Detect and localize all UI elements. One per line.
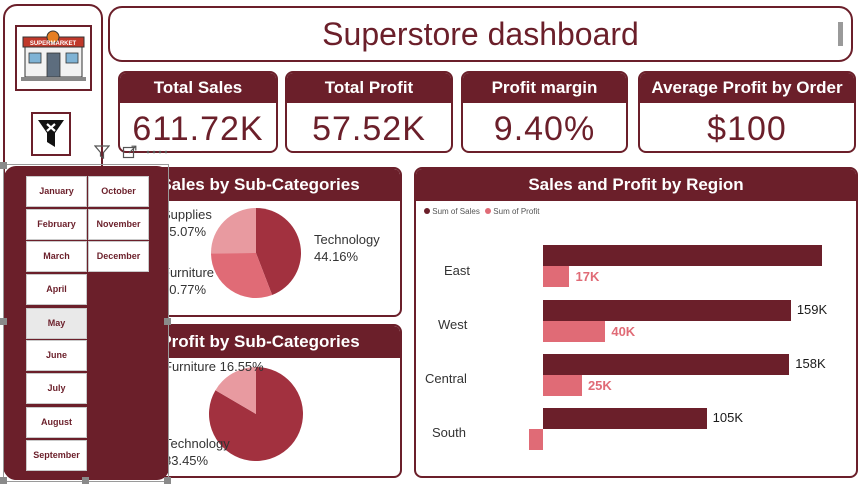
- resize-handle[interactable]: [0, 162, 7, 169]
- resize-handle[interactable]: [164, 318, 171, 325]
- legend-sales-label: Sum of Sales: [432, 207, 480, 216]
- chart-legend: Sum of Sales Sum of Profit: [424, 207, 540, 216]
- pie-label-supplies-pct: 25.07%: [162, 224, 207, 239]
- pie-label-technology-pct: 83.45%: [164, 453, 209, 468]
- bar-sales-east[interactable]: [543, 245, 822, 266]
- bar-sales-label: 105K: [712, 410, 744, 425]
- kpi-label: Total Sales: [120, 73, 276, 103]
- sales-pie-chart[interactable]: [210, 207, 302, 299]
- month-march[interactable]: March: [26, 241, 87, 272]
- bar-profit-central[interactable]: [543, 375, 582, 396]
- clear-filters-button[interactable]: [31, 112, 71, 156]
- kpi-average-profit: Average Profit by Order $100: [638, 71, 856, 153]
- pie-label-supplies: Supplies: [162, 207, 212, 222]
- bar-profit-label: 25K: [587, 378, 612, 393]
- legend-profit-swatch: [485, 208, 492, 214]
- region-label: Central: [425, 371, 467, 386]
- pie-label-furniture: Furniture 16.55%: [164, 359, 264, 374]
- month-september[interactable]: September: [26, 440, 87, 471]
- bar-sales-label: 159K: [796, 302, 828, 317]
- focus-mode-icon[interactable]: [122, 145, 137, 159]
- bar-area: 17K 159K 40K 158K 25K 105K: [416, 169, 856, 474]
- bar-profit-west[interactable]: [543, 321, 606, 342]
- bar-profit-south[interactable]: [528, 429, 543, 450]
- month-january[interactable]: January: [26, 176, 87, 207]
- month-may[interactable]: May: [26, 308, 87, 339]
- month-august[interactable]: August: [26, 407, 87, 438]
- legend-sales-swatch: [424, 208, 430, 214]
- month-february[interactable]: February: [26, 209, 87, 240]
- resize-handle[interactable]: [0, 318, 7, 325]
- clear-filter-icon: [38, 120, 64, 147]
- kpi-label: Average Profit by Order: [640, 73, 854, 103]
- bar-sales-label: 158K: [795, 356, 826, 371]
- month-december[interactable]: December: [88, 241, 149, 272]
- resize-handle[interactable]: [164, 477, 171, 484]
- kpi-label: Total Profit: [287, 73, 451, 103]
- page-title: Superstore dashboard: [322, 16, 639, 52]
- region-label: East: [444, 263, 471, 278]
- region-label: West: [438, 317, 468, 332]
- bar-sales-west[interactable]: [543, 300, 791, 321]
- pie-label-furniture: Furniture: [162, 265, 215, 280]
- month-july[interactable]: July: [26, 373, 87, 404]
- bar-sales-south[interactable]: [543, 408, 707, 429]
- filter-icon[interactable]: [94, 145, 110, 159]
- store-logo: SUPERMARKET: [15, 25, 92, 91]
- legend-profit-label: Sum of Profit: [493, 207, 540, 216]
- kpi-value: 57.52K: [312, 110, 426, 148]
- pie-slice-furniture[interactable]: [211, 253, 273, 298]
- month-april[interactable]: April: [26, 274, 87, 305]
- region-label: South: [432, 425, 466, 440]
- header-scroll-indicator: [838, 22, 843, 46]
- kpi-value: 9.40%: [493, 110, 596, 148]
- month-november[interactable]: November: [88, 209, 149, 240]
- resize-handle[interactable]: [0, 477, 7, 484]
- header-bar: Superstore dashboard: [108, 6, 853, 62]
- bar-profit-label: 40K: [611, 324, 636, 339]
- kpi-value: 611.72K: [132, 110, 264, 148]
- pie-slice-furniture[interactable]: [215, 367, 256, 414]
- bar-profit-east[interactable]: [543, 266, 570, 287]
- pie-label-furniture-pct: 30.77%: [162, 282, 207, 297]
- pie-slice-office-supplies[interactable]: [211, 208, 256, 254]
- region-chart-panel: Sales and Profit by Region Sum of Sales …: [414, 167, 858, 478]
- kpi-profit-margin: Profit margin 9.40%: [461, 71, 628, 153]
- profit-pie-chart[interactable]: [208, 366, 304, 462]
- pie-slice-technology[interactable]: [256, 208, 301, 296]
- kpi-value: $100: [707, 110, 787, 148]
- kpi-total-sales: Total Sales 611.72K: [118, 71, 278, 153]
- pie-label-technology: Technology: [164, 436, 230, 451]
- month-june[interactable]: June: [26, 340, 87, 371]
- more-options-icon[interactable]: [145, 149, 167, 155]
- kpi-label: Profit margin: [463, 73, 626, 103]
- region-chart-title: Sales and Profit by Region: [416, 169, 856, 201]
- kpi-total-profit: Total Profit 57.52K: [285, 71, 453, 153]
- resize-handle[interactable]: [82, 477, 89, 484]
- pie-label-technology: Technology: [314, 232, 380, 247]
- store-icon: SUPERMARKET: [21, 30, 86, 81]
- month-october[interactable]: October: [88, 176, 149, 207]
- logo-text: SUPERMARKET: [30, 41, 77, 47]
- bar-profit-label: 17K: [575, 269, 600, 284]
- bar-sales-central[interactable]: [543, 354, 790, 375]
- pie-label-technology-pct: 44.16%: [314, 249, 359, 264]
